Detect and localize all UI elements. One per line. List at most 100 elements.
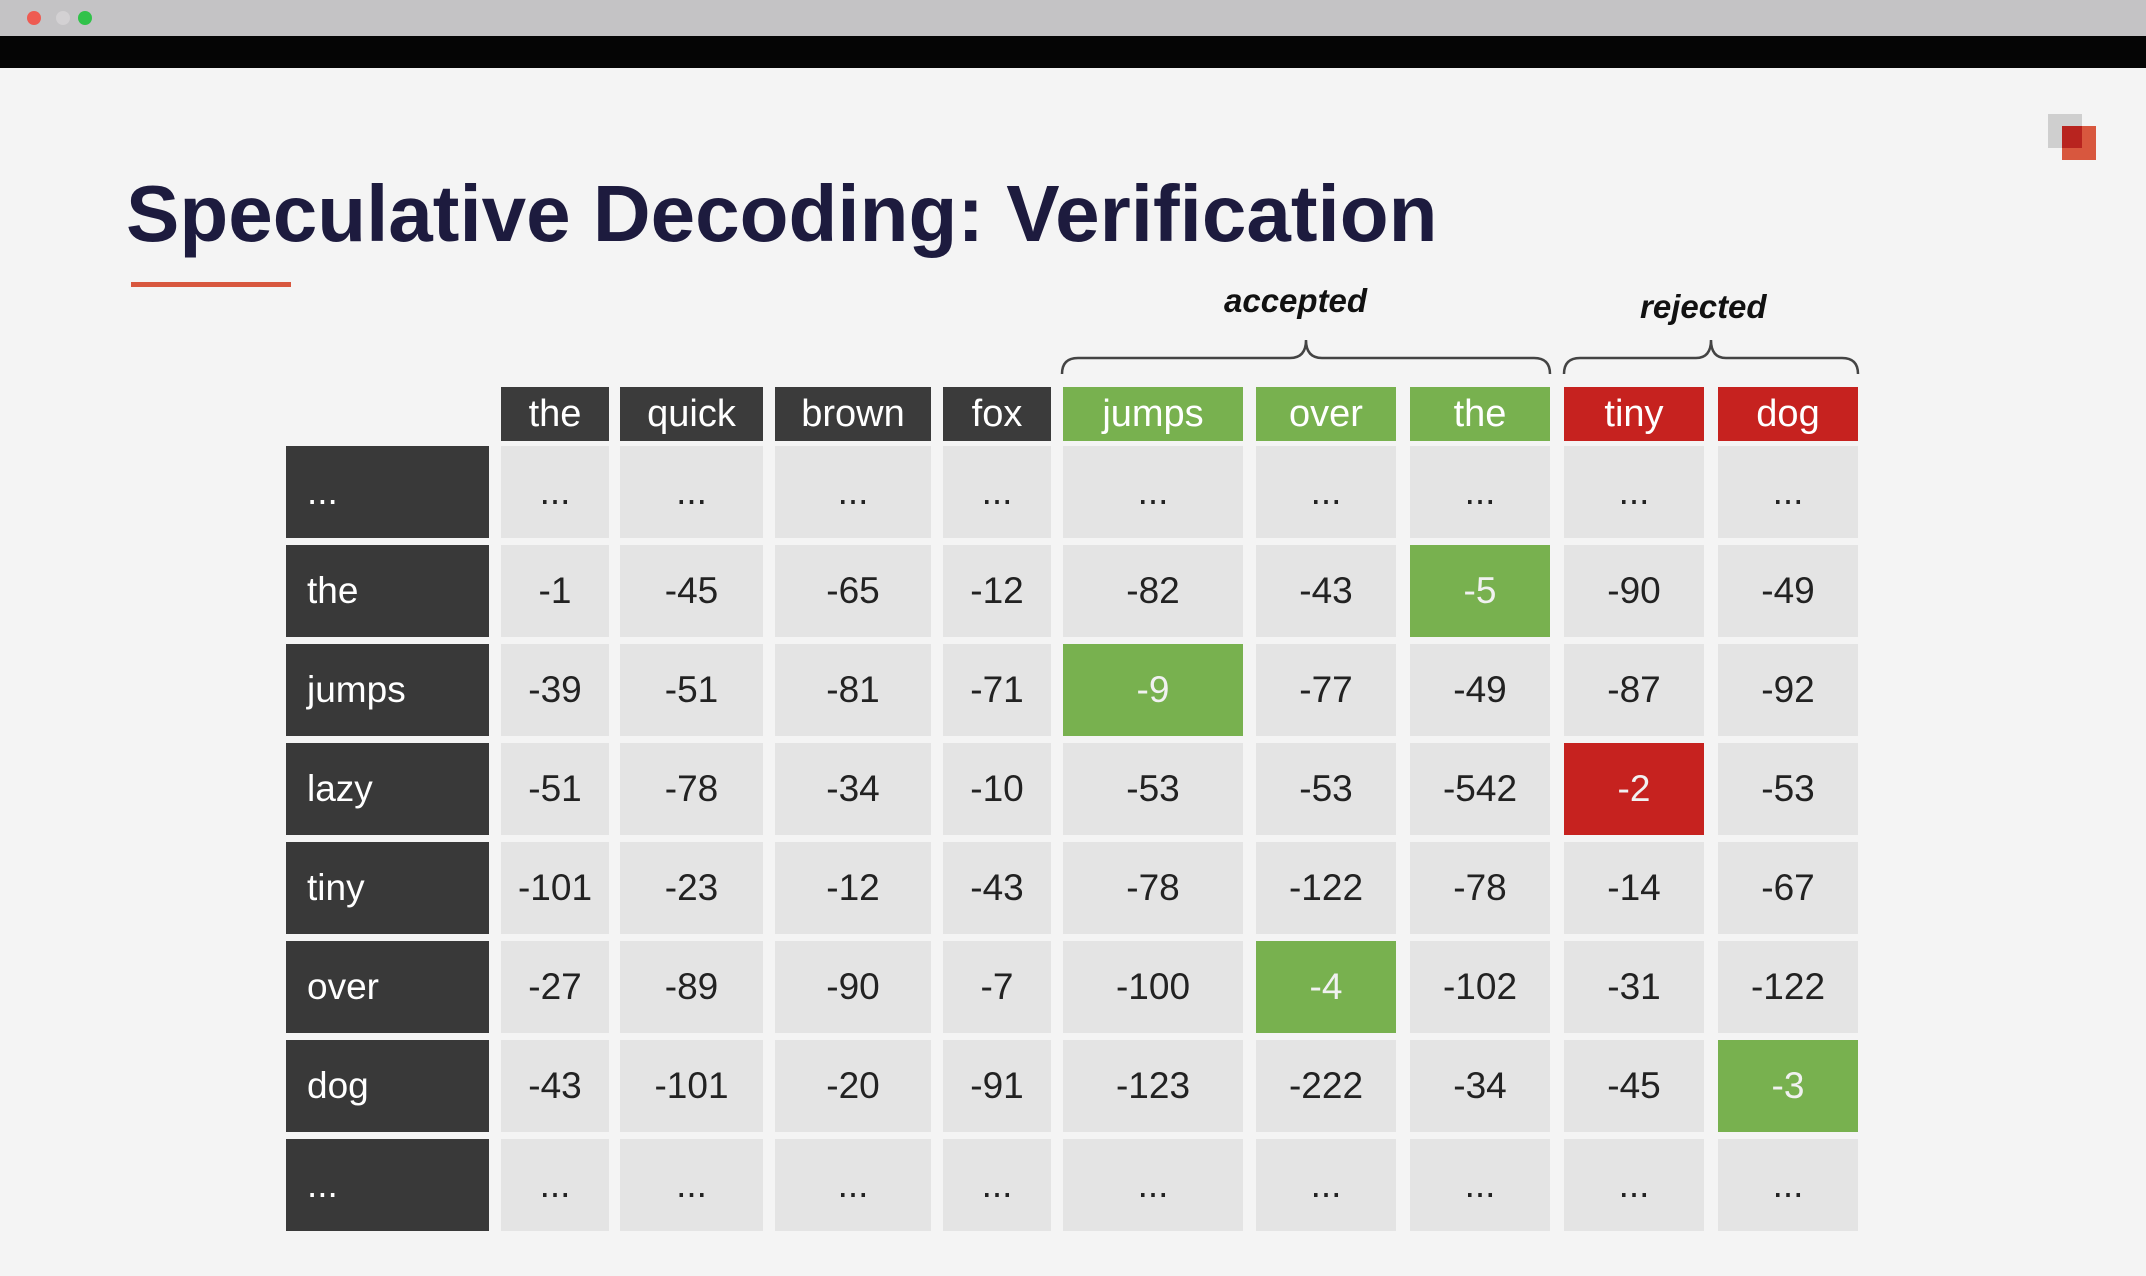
logprob-cell: ... — [943, 1139, 1051, 1231]
logprob-cell: -90 — [1564, 545, 1704, 637]
column-header-4: fox — [943, 387, 1051, 441]
logprob-cell: ... — [1256, 446, 1396, 538]
accepted-label: accepted — [1224, 282, 1368, 319]
accepted-logprob-cell: -5 — [1410, 545, 1550, 637]
title-underline — [131, 282, 291, 287]
logprob-cell: ... — [501, 1139, 609, 1231]
logprob-cell: -51 — [620, 644, 763, 736]
logprob-cell: ... — [620, 446, 763, 538]
row-label: dog — [286, 1040, 489, 1132]
window-titlebar — [0, 0, 2146, 36]
column-header-7: the — [1410, 387, 1550, 441]
logprob-cell: ... — [943, 446, 1051, 538]
logprob-cell: -27 — [501, 941, 609, 1033]
logprob-cell: -1 — [501, 545, 609, 637]
logprob-cell: ... — [1256, 1139, 1396, 1231]
row-label: over — [286, 941, 489, 1033]
logprob-cell: -102 — [1410, 941, 1550, 1033]
row-label: ... — [286, 446, 489, 538]
logprob-cell: -23 — [620, 842, 763, 934]
logprob-cell: -92 — [1718, 644, 1858, 736]
logprob-cell: -10 — [943, 743, 1051, 835]
logprob-cell: ... — [1410, 1139, 1550, 1231]
logprob-cell: ... — [775, 1139, 931, 1231]
column-header-1: the — [501, 387, 609, 441]
logprob-cell: ... — [1410, 446, 1550, 538]
logprob-cell: -122 — [1256, 842, 1396, 934]
logprob-cell: -65 — [775, 545, 931, 637]
logprob-cell: -31 — [1564, 941, 1704, 1033]
logprob-cell: -34 — [775, 743, 931, 835]
logprob-cell: -82 — [1063, 545, 1243, 637]
logprob-cell: -77 — [1256, 644, 1396, 736]
logprob-cell: -51 — [501, 743, 609, 835]
close-button[interactable] — [27, 11, 41, 25]
logprob-cell: -87 — [1564, 644, 1704, 736]
logprob-cell: -49 — [1718, 545, 1858, 637]
column-header-6: over — [1256, 387, 1396, 441]
logprob-cell: ... — [1718, 446, 1858, 538]
logprob-cell: -39 — [501, 644, 609, 736]
logprob-cell: ... — [775, 446, 931, 538]
logprob-cell: -101 — [620, 1040, 763, 1132]
rejected-logprob-cell: -2 — [1564, 743, 1704, 835]
logprob-cell: ... — [1063, 1139, 1243, 1231]
logprob-cell: -67 — [1718, 842, 1858, 934]
column-header-2: quick — [620, 387, 763, 441]
minimize-button[interactable] — [56, 11, 70, 25]
toolbar-strip — [0, 36, 2146, 68]
logprob-cell: -49 — [1410, 644, 1550, 736]
logprob-cell: -53 — [1063, 743, 1243, 835]
row-label: tiny — [286, 842, 489, 934]
logprob-cell: -53 — [1718, 743, 1858, 835]
column-header-9: dog — [1718, 387, 1858, 441]
logprob-cell: -91 — [943, 1040, 1051, 1132]
accepted-logprob-cell: -4 — [1256, 941, 1396, 1033]
column-header-5: jumps — [1063, 387, 1243, 441]
logprob-cell: ... — [501, 446, 609, 538]
logprob-cell: -78 — [1063, 842, 1243, 934]
logprob-cell: -71 — [943, 644, 1051, 736]
logprob-cell: -34 — [1410, 1040, 1550, 1132]
logprob-cell: ... — [1063, 446, 1243, 538]
accepted-brace — [1060, 339, 1552, 375]
logprob-cell: -90 — [775, 941, 931, 1033]
column-header-8: tiny — [1564, 387, 1704, 441]
column-header-3: brown — [775, 387, 931, 441]
accepted-logprob-cell: -3 — [1718, 1040, 1858, 1132]
logprob-cell: -222 — [1256, 1040, 1396, 1132]
row-label: jumps — [286, 644, 489, 736]
logprob-cell: -12 — [775, 842, 931, 934]
accepted-logprob-cell: -9 — [1063, 644, 1243, 736]
logprob-cell: ... — [620, 1139, 763, 1231]
logprob-cell: ... — [1564, 446, 1704, 538]
row-label: the — [286, 545, 489, 637]
rejected-label: rejected — [1640, 288, 1767, 325]
logprob-cell: -101 — [501, 842, 609, 934]
logprob-cell: -53 — [1256, 743, 1396, 835]
maximize-button[interactable] — [78, 11, 92, 25]
logprob-cell: -542 — [1410, 743, 1550, 835]
row-label: lazy — [286, 743, 489, 835]
logprob-cell: -14 — [1564, 842, 1704, 934]
logprob-cell: ... — [1564, 1139, 1704, 1231]
layered-squares-logo-icon — [2048, 114, 2096, 160]
logprob-cell: -12 — [943, 545, 1051, 637]
logprob-cell: -100 — [1063, 941, 1243, 1033]
logprob-cell: -43 — [501, 1040, 609, 1132]
logprob-cell: -81 — [775, 644, 931, 736]
logprob-cell: -45 — [620, 545, 763, 637]
logprob-cell: -7 — [943, 941, 1051, 1033]
logprob-cell: -43 — [943, 842, 1051, 934]
logprob-cell: -20 — [775, 1040, 931, 1132]
rejected-brace — [1562, 339, 1860, 375]
logprob-cell: ... — [1718, 1139, 1858, 1231]
row-label: ... — [286, 1139, 489, 1231]
logprob-cell: -78 — [620, 743, 763, 835]
logprob-cell: -78 — [1410, 842, 1550, 934]
logprob-cell: -122 — [1718, 941, 1858, 1033]
logprob-cell: -89 — [620, 941, 763, 1033]
slide-title: Speculative Decoding: Verification — [126, 169, 1438, 258]
logprob-cell: -45 — [1564, 1040, 1704, 1132]
logprob-cell: -123 — [1063, 1040, 1243, 1132]
